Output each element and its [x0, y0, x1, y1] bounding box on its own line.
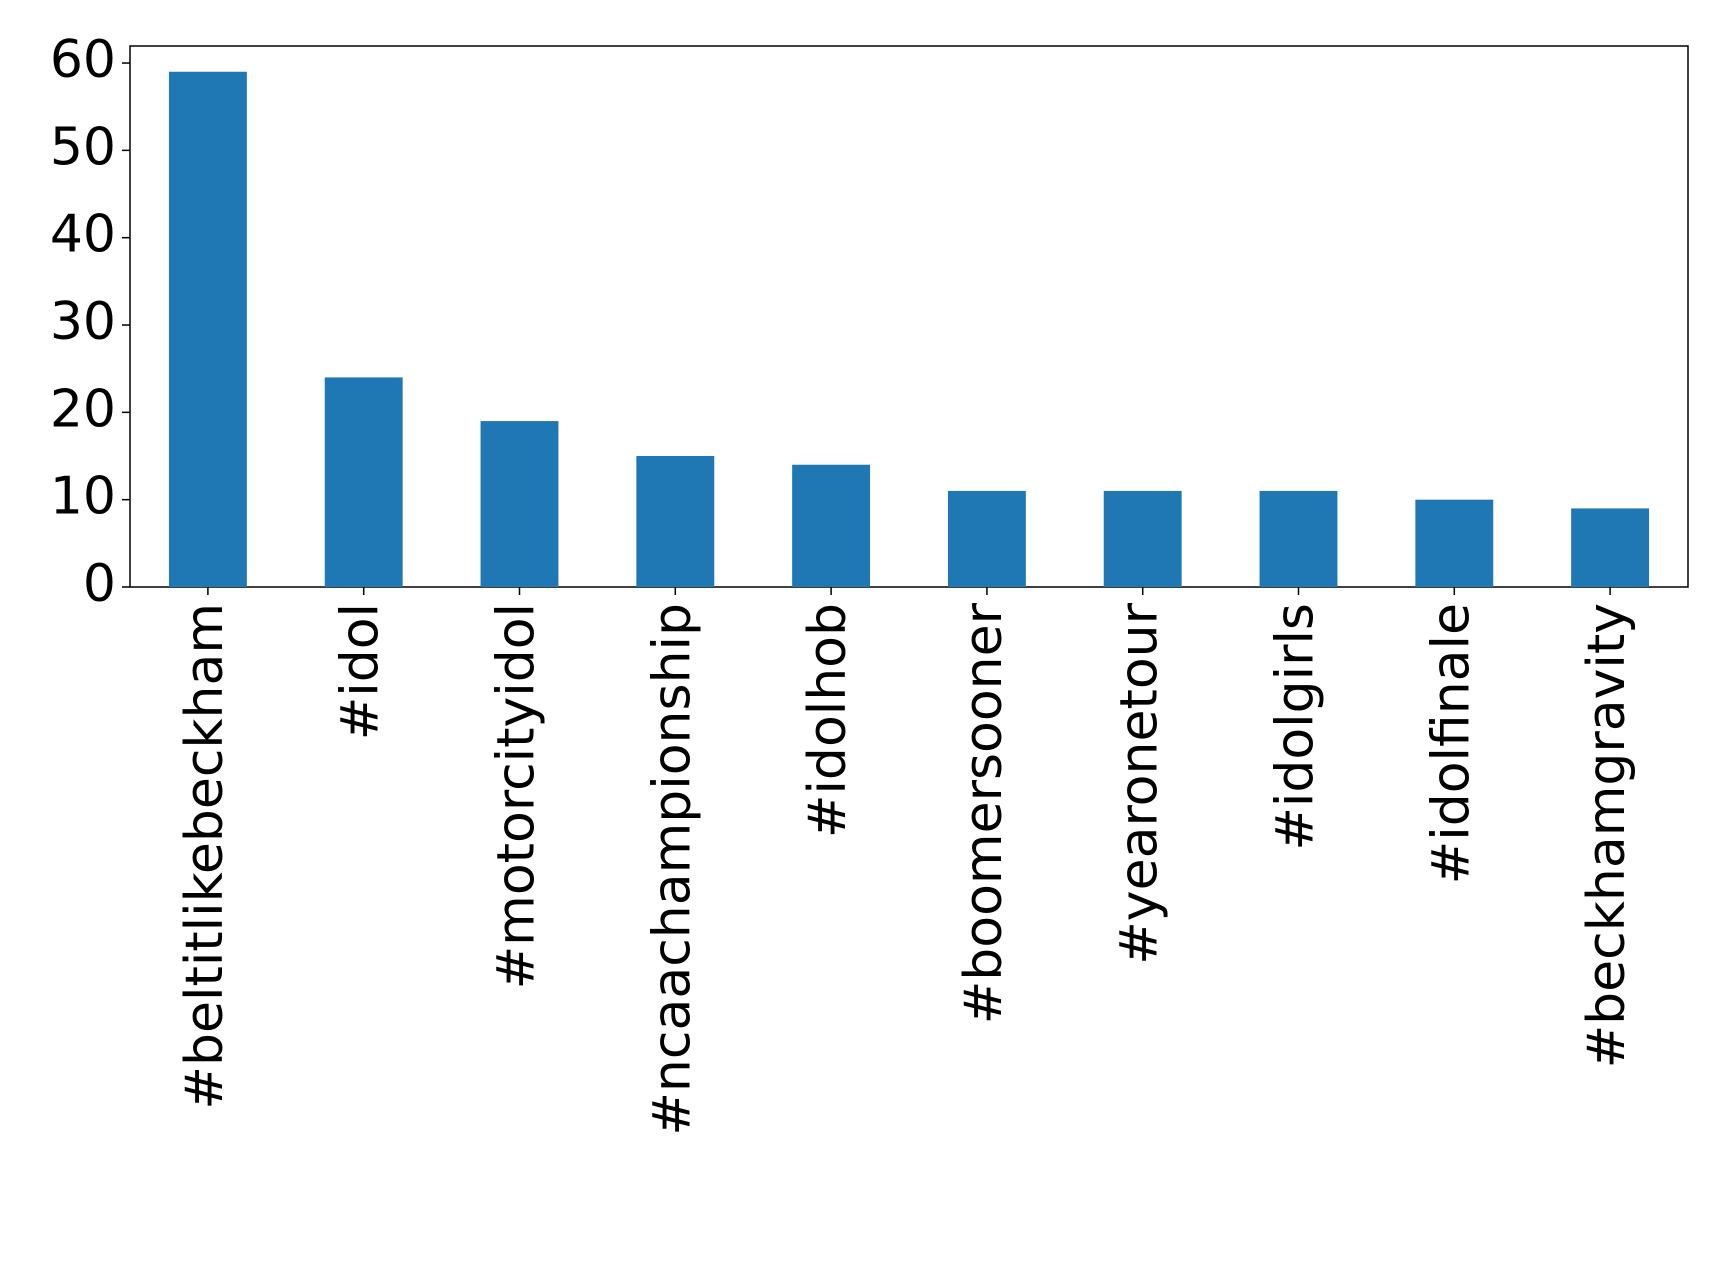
y-tick-label: 40: [50, 205, 116, 265]
x-tick-label: #beltitlikebeckham: [175, 603, 235, 1110]
x-tick-label: #idolgirls: [1266, 603, 1326, 851]
y-tick-label: 10: [50, 467, 116, 527]
x-tick-label: #idolhob: [798, 603, 858, 838]
x-tick-label: #idol: [331, 603, 391, 740]
y-tick-label: 20: [50, 379, 116, 439]
bar: [168, 71, 247, 587]
bar: [1571, 508, 1650, 587]
bar: [947, 490, 1026, 587]
x-tick-label: #boomersooner: [954, 602, 1014, 1024]
bar: [1259, 490, 1338, 587]
x-tick-label: #idolfinale: [1421, 603, 1481, 884]
x-tick-label: #beckhamgravity: [1577, 603, 1637, 1068]
bar: [480, 421, 559, 587]
bar: [1415, 499, 1494, 587]
x-tick-label: #motorcityidol: [487, 603, 547, 989]
bar: [636, 456, 715, 587]
y-tick-label: 30: [50, 292, 116, 352]
bar: [324, 377, 403, 587]
bar: [1103, 490, 1182, 587]
x-tick-label: #ncaachampionship: [642, 603, 702, 1136]
bar: [792, 464, 871, 587]
plot-frame: [129, 45, 1689, 588]
x-tick-label: #yearonetour: [1110, 602, 1170, 964]
y-tick-label: 50: [50, 117, 116, 177]
y-tick-label: 0: [83, 554, 116, 614]
y-tick-label: 60: [50, 30, 116, 90]
